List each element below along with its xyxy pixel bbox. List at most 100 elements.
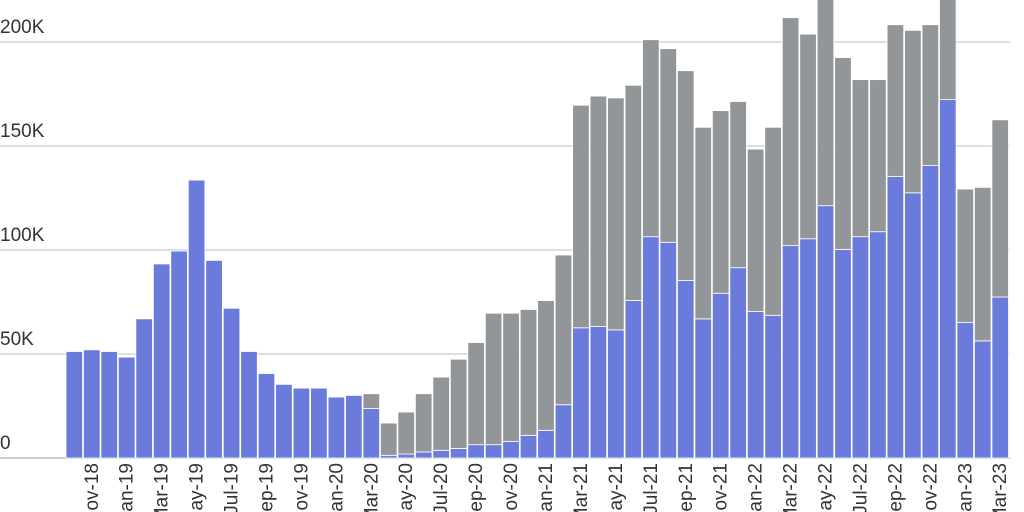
bar-segment-gray-Jun-22 [834, 57, 852, 250]
bar-segment-gray-Jul-21 [642, 39, 660, 238]
bar-segment-blue-Jan-21 [537, 429, 555, 459]
bar-segment-blue-Nov-20 [502, 440, 520, 459]
bar-segment-blue-Nov-19 [292, 387, 311, 459]
x-tick-label: May-21 [606, 463, 627, 512]
bar-segment-blue-Jul-19 [222, 307, 241, 459]
y-axis-ticks: 0 50K 100K 150K 200K [0, 17, 45, 454]
bar-segment-gray-May-21 [607, 97, 625, 331]
bar-segment-gray-Aug-22 [869, 79, 887, 233]
y-tick-label: 0 [0, 433, 11, 454]
bar-segment-gray-Nov-22 [921, 24, 940, 166]
y-tick-label: 200K [0, 17, 45, 38]
bar-segment-blue-Jul-20 [432, 449, 450, 459]
x-tick-label: May-20 [396, 463, 417, 512]
x-tick-label: Nov-19 [291, 463, 312, 512]
bar-segment-blue-Mar-21 [572, 327, 590, 459]
bar-segment-blue-Dec-20 [519, 434, 538, 459]
x-tick-label: Jan-21 [536, 463, 557, 512]
bar-segment-gray-Aug-21 [659, 48, 677, 243]
bar-segment-blue-Apr-20 [380, 454, 398, 459]
bar-segment-blue-Nov-22 [921, 165, 940, 459]
x-tick-label: Nov-20 [501, 463, 522, 512]
bar-segment-blue-Jun-19 [205, 259, 223, 459]
x-tick-label: Sep-22 [885, 463, 906, 512]
bar-segment-blue-Feb-22 [764, 314, 782, 459]
bar-segment-gray-Sep-22 [886, 24, 905, 177]
x-tick-label: Nov-18 [82, 463, 103, 512]
x-tick-label: Jan-19 [117, 463, 138, 512]
x-axis-ticks: Nov-18 Jan-19 Mar-19 May-19 Jul-19 Sep-19 Nov-… [82, 463, 1011, 512]
bar-segment-blue-Feb-23 [974, 340, 992, 459]
bar-segment-blue-Jun-22 [834, 248, 852, 459]
bar-segment-blue-Feb-20 [345, 394, 363, 459]
x-tick-label: Jul-20 [431, 463, 452, 512]
y-tick-label: 50K [0, 329, 34, 350]
x-tick-label: Mar-22 [781, 463, 802, 512]
bar-segment-gray-Dec-20 [519, 309, 538, 436]
bar-segment-blue-Dec-21 [729, 267, 747, 459]
x-tick-label: Sep-19 [256, 463, 277, 512]
bar-segment-gray-Mar-20 [362, 393, 380, 409]
bar-segment-gray-May-22 [816, 0, 835, 207]
bar-segment-gray-Feb-23 [974, 186, 992, 342]
bar-segment-blue-Jul-21 [642, 236, 660, 459]
bar-segment-gray-Mar-22 [781, 17, 800, 247]
bar-segment-blue-Dec-18 [100, 351, 118, 459]
bar-segment-gray-Dec-21 [729, 101, 747, 269]
bar-segment-gray-Jan-23 [956, 188, 974, 323]
bar-segment-gray-Jul-22 [851, 79, 870, 238]
bar-segment-blue-Aug-21 [659, 241, 677, 459]
bar-segment-blue-Sep-20 [467, 444, 485, 459]
x-tick-label: Sep-20 [466, 463, 487, 512]
bar-segment-gray-Aug-20 [449, 358, 468, 449]
bar-segment-blue-Dec-22 [939, 99, 957, 459]
bar-segment-blue-Sep-21 [677, 280, 695, 459]
x-tick-label: Jul-21 [641, 463, 662, 512]
x-tick-label: Mar-19 [152, 463, 173, 512]
bar-segment-blue-Jul-22 [851, 236, 870, 459]
x-tick-label: Nov-21 [711, 463, 732, 512]
bar-segment-gray-Mar-23 [991, 119, 1009, 298]
bar-segment-blue-May-22 [816, 205, 835, 459]
bar-segment-blue-Jan-23 [956, 322, 974, 459]
bar-segment-blue-Dec-19 [310, 387, 328, 459]
bar-segment-blue-Sep-19 [257, 373, 276, 459]
bar-segment-gray-Jan-21 [537, 300, 555, 431]
bar-segment-blue-Apr-22 [799, 238, 817, 459]
bar-segment-gray-Oct-21 [694, 126, 712, 320]
x-tick-label: Mar-21 [571, 463, 592, 512]
bar-segment-blue-Jan-20 [327, 396, 346, 459]
x-tick-label: Mar-23 [990, 463, 1011, 512]
bar-segment-blue-May-19 [187, 179, 206, 459]
bar-segment-blue-Oct-21 [694, 318, 712, 459]
bar-segment-gray-Apr-20 [380, 422, 398, 456]
bar-segment-gray-Nov-21 [711, 110, 730, 294]
bar-segment-blue-Mar-23 [991, 296, 1009, 459]
bar-segment-gray-Apr-21 [589, 95, 608, 327]
bar-segment-blue-Oct-22 [904, 192, 922, 459]
x-tick-label: Jul-22 [850, 463, 871, 512]
y-tick-label: 150K [0, 121, 45, 142]
bar-segment-gray-Sep-21 [677, 70, 695, 281]
x-tick-label: Sep-21 [676, 463, 697, 512]
bar-segment-blue-Aug-19 [240, 351, 258, 459]
bar-segment-blue-Jun-20 [414, 451, 433, 459]
bar-segment-gray-May-20 [397, 411, 415, 455]
bar-segment-blue-Jan-19 [118, 356, 136, 459]
bar-segment-gray-Oct-20 [484, 312, 503, 446]
bar-segment-gray-Dec-22 [939, 0, 957, 101]
bar-segment-gray-Apr-22 [799, 33, 817, 240]
bar-segment-blue-Oct-20 [484, 444, 503, 459]
bar-segment-blue-Oct-19 [275, 383, 293, 459]
bar-segment-gray-Mar-21 [572, 104, 590, 329]
bar-segment-blue-Feb-21 [554, 404, 573, 459]
x-tick-label: Jul-19 [222, 463, 243, 512]
bar-segment-blue-Oct-18 [65, 351, 84, 459]
bar-segment-gray-Jul-20 [432, 376, 450, 451]
bar-segment-gray-Jun-21 [624, 84, 643, 301]
x-tick-label: Jan-22 [746, 463, 767, 512]
bar-segment-gray-Feb-22 [764, 126, 782, 316]
bar-segment-blue-Aug-20 [449, 448, 468, 459]
bar-segment-gray-Jun-20 [414, 393, 433, 453]
bars [65, 0, 1009, 459]
